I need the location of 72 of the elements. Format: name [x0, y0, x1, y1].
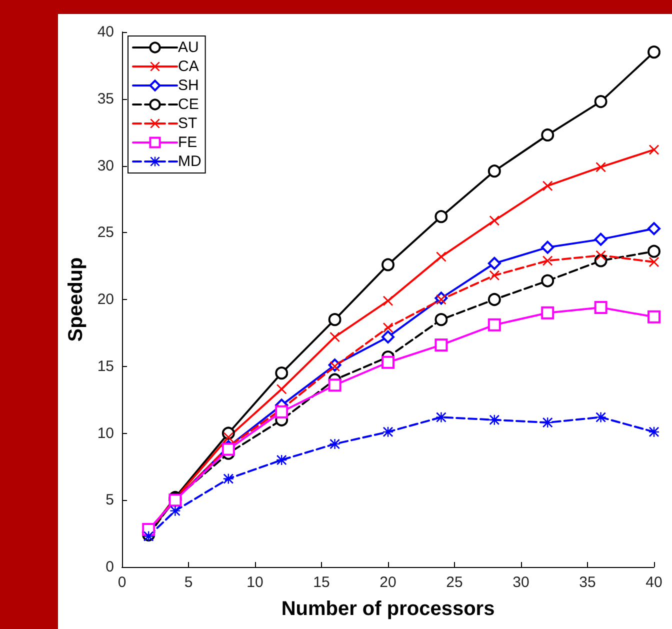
point — [330, 332, 340, 342]
legend-label: CA — [178, 58, 199, 75]
point — [434, 338, 448, 352]
x-tick-label: 10 — [246, 574, 264, 591]
y-tick-label: 20 — [97, 291, 114, 308]
point — [144, 531, 154, 542]
x-tick-label: 0 — [118, 574, 126, 591]
x-tick-label: 20 — [380, 574, 396, 591]
point — [223, 432, 234, 442]
x-tick-label: 25 — [446, 574, 463, 591]
point — [649, 257, 659, 268]
point — [649, 144, 659, 155]
x-tick-label: 35 — [579, 574, 596, 591]
point — [541, 128, 554, 142]
legend-label: AU — [178, 39, 199, 56]
point — [488, 318, 501, 332]
point — [383, 322, 393, 333]
point — [382, 356, 394, 369]
y-tick-label: 30 — [97, 157, 114, 174]
y-tick-label: 40 — [97, 24, 114, 40]
point — [170, 506, 180, 516]
point — [436, 412, 446, 422]
x-tick-label: 30 — [512, 574, 530, 591]
point — [488, 293, 501, 306]
point — [434, 313, 448, 326]
point — [223, 474, 234, 484]
legend-label: CE — [178, 96, 199, 113]
x-tick-label: 40 — [646, 574, 662, 591]
point — [382, 330, 394, 344]
point — [596, 412, 606, 422]
point — [541, 274, 554, 288]
point — [594, 301, 608, 314]
legend-label: ST — [178, 115, 198, 132]
legend-label: FE — [178, 134, 198, 151]
point — [648, 46, 660, 59]
y-tick-label: 5 — [106, 492, 114, 509]
y-tick-label: 10 — [97, 424, 114, 442]
point — [436, 252, 446, 262]
point — [596, 162, 606, 172]
x-tick-label: 15 — [313, 574, 330, 591]
point — [596, 250, 606, 260]
point — [489, 270, 500, 280]
point — [542, 180, 553, 191]
point — [648, 244, 660, 258]
y-tick-label: 0 — [106, 558, 114, 576]
point — [541, 306, 554, 320]
point — [488, 164, 501, 178]
point — [383, 296, 393, 306]
point — [330, 438, 340, 449]
y-tick-label: 15 — [97, 358, 114, 375]
point — [648, 310, 660, 324]
legend-label: MD — [178, 153, 202, 170]
point — [488, 256, 501, 270]
point — [594, 232, 608, 246]
point — [648, 222, 660, 236]
point — [328, 378, 342, 392]
y-axis-title: Speedup — [65, 257, 87, 342]
point — [382, 258, 394, 272]
point — [276, 384, 287, 394]
y-tick-label: 25 — [97, 224, 114, 242]
point — [541, 240, 554, 254]
point — [328, 313, 342, 326]
point — [542, 256, 553, 266]
point — [222, 442, 235, 456]
y-tick-label: 35 — [97, 90, 114, 108]
point — [434, 210, 448, 224]
point — [594, 95, 608, 108]
legend-label: SH — [178, 77, 199, 94]
x-axis-title: Number of processors — [281, 598, 495, 620]
point — [275, 366, 288, 380]
x-tick-label: 5 — [184, 574, 193, 591]
point — [489, 216, 500, 226]
